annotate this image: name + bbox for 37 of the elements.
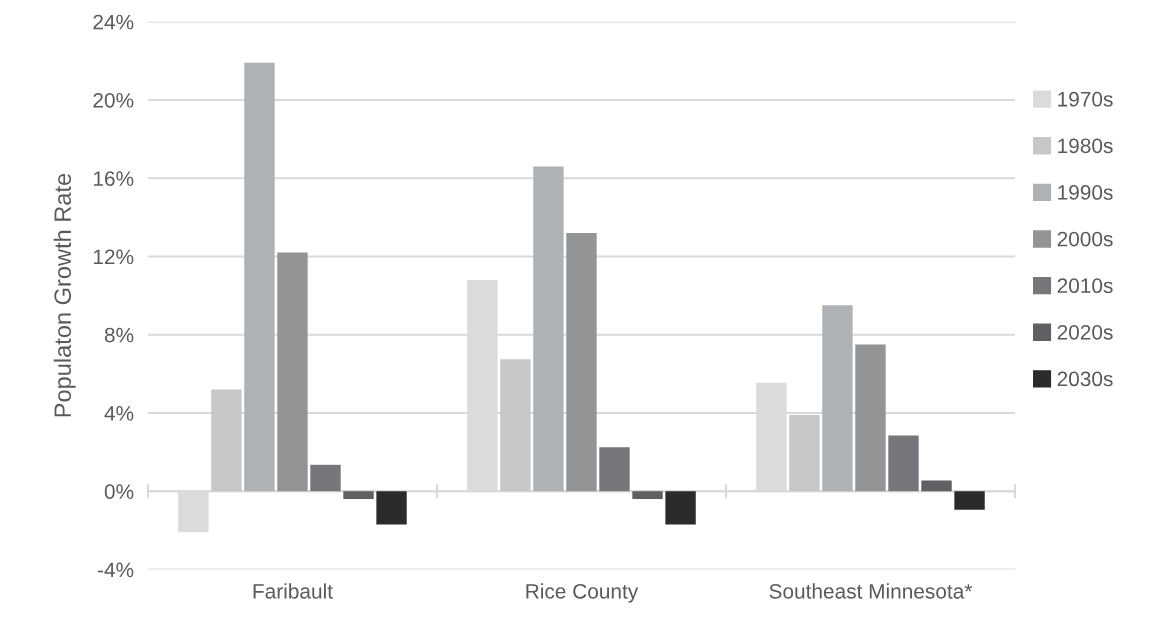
x-tick-label: Rice County bbox=[526, 583, 639, 603]
y-tick-label: -4% bbox=[97, 562, 134, 578]
bar bbox=[822, 305, 853, 492]
legend-label: 2010s bbox=[1057, 278, 1113, 294]
legend-label: 2020s bbox=[1057, 324, 1113, 340]
bar bbox=[566, 232, 597, 492]
bar bbox=[500, 359, 531, 492]
bar bbox=[789, 414, 820, 492]
y-tick-label: 12% bbox=[93, 249, 134, 265]
bar bbox=[277, 252, 308, 492]
bar bbox=[244, 62, 275, 492]
y-tick-label: 4% bbox=[104, 406, 134, 421]
bar bbox=[310, 464, 341, 492]
bar bbox=[855, 344, 886, 492]
x-tick-label: Southeast Minnesota* bbox=[769, 583, 973, 599]
y-tick-label: 24% bbox=[93, 14, 134, 30]
legend-label: 1970s bbox=[1058, 91, 1113, 107]
bar bbox=[921, 480, 952, 492]
bar bbox=[954, 491, 985, 510]
y-tick-label: 8% bbox=[104, 327, 134, 343]
legend-label: 2030s bbox=[1057, 371, 1113, 387]
bar bbox=[343, 491, 374, 500]
bar bbox=[533, 166, 564, 492]
bar bbox=[632, 491, 663, 500]
bar bbox=[888, 435, 919, 492]
bar bbox=[599, 447, 630, 492]
y-tick-label: 20% bbox=[93, 92, 134, 108]
bar bbox=[376, 491, 407, 525]
x-tick-label: Faribault bbox=[253, 583, 333, 599]
bar bbox=[665, 491, 696, 525]
legend-label: 2000s bbox=[1057, 231, 1113, 247]
y-axis-title: Populaton Growth Rate bbox=[53, 173, 76, 417]
bar bbox=[211, 389, 242, 492]
legend-label: 1980s bbox=[1058, 138, 1113, 154]
y-tick-label: 0% bbox=[104, 484, 134, 499]
y-tick-label: 16% bbox=[93, 171, 134, 186]
legend-label: 1990s bbox=[1058, 185, 1113, 200]
